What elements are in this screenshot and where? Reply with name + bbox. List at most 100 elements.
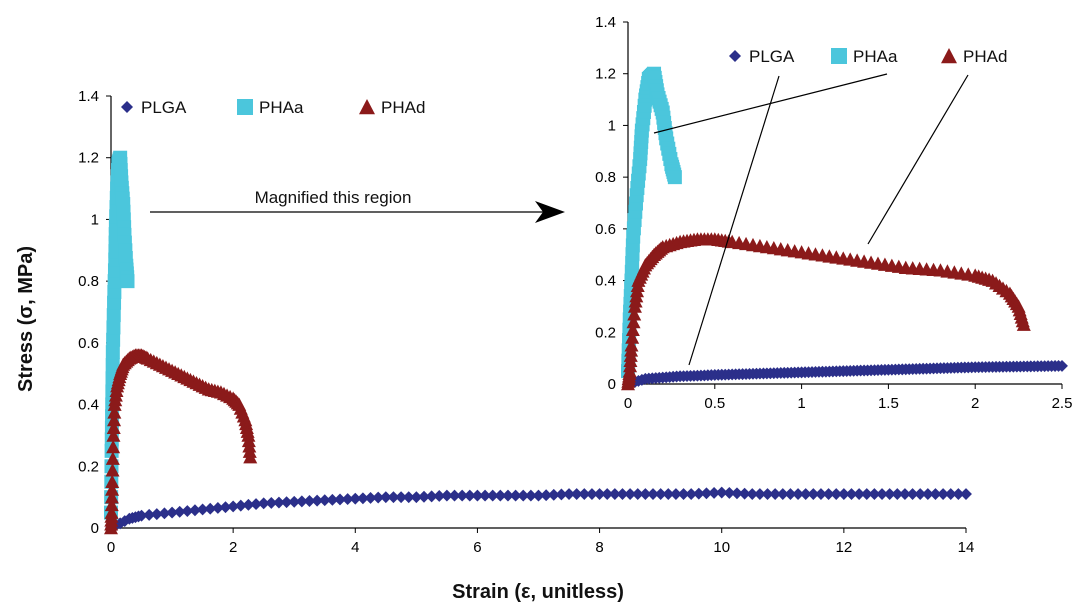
main-plga-point (395, 491, 408, 504)
main-series-phad (104, 348, 258, 535)
main-plga-point (685, 488, 698, 501)
main-plga-point (334, 493, 346, 506)
main-plga-point (143, 508, 156, 521)
main-phaa-point (107, 284, 122, 299)
main-plga-point (204, 502, 217, 515)
main-plga-point (731, 487, 743, 500)
main-phad-point (105, 463, 120, 477)
main-phad-point (104, 505, 119, 519)
main-plga-point (876, 488, 888, 501)
main-x-tick-label: 10 (713, 539, 730, 556)
main-phad-point (104, 490, 119, 504)
main-x-tick-label: 4 (351, 539, 359, 556)
main-plga-point (219, 501, 232, 514)
main-phad-point (105, 451, 120, 465)
main-plga-point (868, 488, 881, 501)
main-phaa-point (107, 295, 122, 310)
main-plga-point (860, 488, 873, 501)
main-plga-point (837, 488, 850, 501)
main-plga-point (616, 488, 629, 501)
main-plga-point (914, 488, 927, 501)
main-plga-point (692, 487, 705, 500)
main-phaa-point (106, 320, 121, 335)
main-plga-point (952, 488, 965, 501)
inset-phad-point (626, 314, 641, 329)
main-phad-point (106, 420, 121, 435)
inset-phad-point (624, 338, 639, 352)
main-plga-point (776, 488, 789, 501)
main-plga-point (639, 488, 652, 501)
main-plga-point (463, 489, 476, 502)
main-legend-plga-label: PLGA (141, 98, 187, 117)
inset-legend-plga-marker (729, 50, 741, 62)
inset-plot-area: 0 0.5 1 1.5 2 2.5 0 0.2 0.4 0.6 0.8 1 1.2 1.4 PLGA PHAa… (595, 14, 1072, 412)
main-plga-point (479, 489, 492, 502)
main-plga-point (769, 488, 782, 501)
main-y-tick-label: 1 (91, 211, 99, 228)
main-plga-point (532, 489, 545, 502)
arrow-head-icon (535, 201, 565, 223)
main-plga-point (601, 488, 614, 501)
main-plga-point (585, 488, 598, 501)
main-plga-point (960, 488, 972, 501)
main-phad-point (243, 450, 258, 464)
inset-x-tick-label: 1 (797, 395, 805, 412)
main-plga-point (265, 496, 278, 509)
main-plga-point (158, 507, 171, 520)
main-x-tick-label: 12 (836, 539, 853, 556)
main-plga-point (150, 508, 163, 521)
main-plga-point (898, 488, 911, 501)
main-plga-point (540, 489, 553, 502)
main-plga-point (509, 489, 522, 502)
main-plga-point (288, 495, 301, 508)
main-plga-point (410, 491, 423, 504)
main-plga-point (379, 491, 392, 504)
main-plga-point (425, 490, 438, 503)
main-phaa-point (106, 332, 121, 347)
main-x-axis-title: Strain (ε, unitless) (452, 581, 624, 603)
main-plga-point (326, 493, 339, 506)
main-y-axis-title: Stress (σ, MPa) (15, 246, 37, 392)
main-plga-point (669, 488, 682, 501)
main-plga-point (402, 491, 415, 504)
inset-x-tick-label: 2 (971, 395, 979, 412)
main-plga-point (418, 490, 430, 503)
main-legend-phaa-marker (237, 99, 253, 115)
main-x-tick-label: 14 (958, 539, 975, 556)
main-plga-point (647, 488, 659, 501)
main-phaa-point (107, 263, 122, 278)
main-plga-point (173, 505, 186, 518)
main-plga-point (723, 486, 736, 499)
main-plga-point (578, 488, 591, 501)
main-phaa-point (107, 274, 122, 289)
main-plga-point (272, 496, 285, 509)
main-plga-point (433, 490, 446, 502)
main-plga-point (792, 488, 805, 501)
inset-y-tick-label: 0.6 (595, 221, 616, 238)
main-plga-point (593, 488, 606, 501)
main-plga-point (570, 488, 583, 501)
main-legend-phad-marker (359, 99, 375, 115)
main-y-tick-label: 0 (91, 520, 99, 537)
main-phaa-point (106, 308, 121, 323)
main-plga-point (502, 489, 514, 502)
main-plga-point (295, 495, 308, 508)
main-plga-point (547, 488, 560, 501)
main-plga-point (166, 506, 179, 519)
main-plga-point (189, 504, 201, 517)
main-plga-point (211, 501, 224, 514)
main-plga-point (471, 489, 484, 502)
main-plga-point (853, 488, 866, 501)
main-plga-point (318, 494, 331, 507)
main-plga-point (196, 503, 209, 516)
main-plga-point (845, 488, 858, 501)
inset-phad-point (625, 330, 640, 344)
inset-y-tick-label: 1.2 (595, 66, 616, 83)
main-x-tick-label: 2 (229, 539, 237, 556)
main-plga-point (753, 488, 766, 501)
main-phad-point (107, 405, 122, 419)
main-plga-point (234, 499, 247, 512)
inset-y-tick-label: 0 (608, 376, 616, 393)
main-legend: PLGA PHAa PHAd (121, 98, 425, 117)
